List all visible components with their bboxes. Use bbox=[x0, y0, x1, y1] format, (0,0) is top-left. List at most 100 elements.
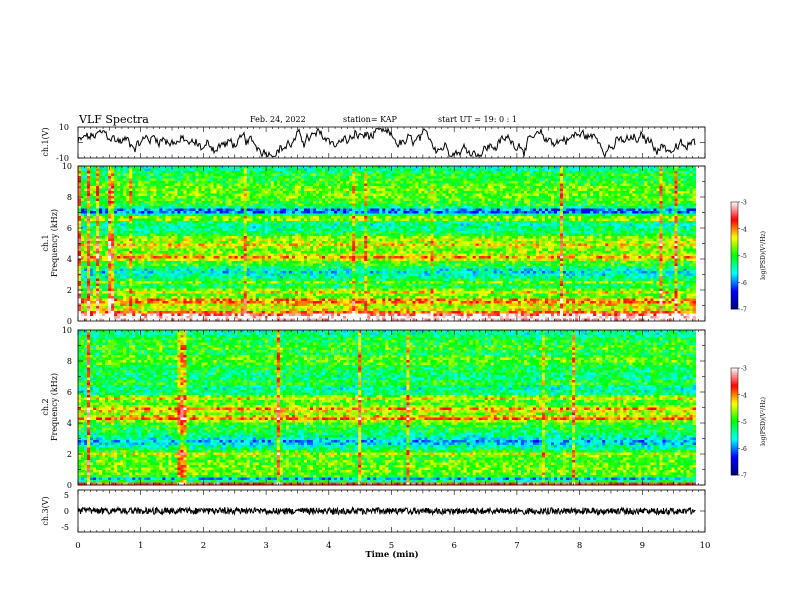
spectrogram-cell bbox=[512, 206, 515, 209]
spectrogram-cell bbox=[548, 216, 551, 219]
spectrogram-cell bbox=[126, 216, 129, 219]
spectrogram-cell bbox=[391, 211, 394, 214]
spectrogram-cell bbox=[349, 221, 352, 224]
spectrogram-cell bbox=[208, 186, 211, 189]
spectrogram-cell bbox=[638, 166, 641, 169]
spectrogram-cell bbox=[608, 199, 611, 202]
spectrogram-cell bbox=[527, 184, 530, 187]
spectrogram-cell bbox=[382, 216, 385, 219]
spectrogram-cell bbox=[292, 181, 295, 184]
spectrogram-cell bbox=[199, 174, 202, 177]
spectrogram-cell bbox=[693, 216, 696, 219]
spectrogram-cell bbox=[388, 206, 391, 209]
spectrogram-cell bbox=[641, 194, 644, 197]
spectrogram-cell bbox=[376, 176, 379, 179]
spectrogram-cell bbox=[400, 179, 403, 182]
spectrogram-cell bbox=[506, 176, 509, 179]
spectrogram-cell bbox=[551, 186, 554, 189]
spectrogram-cell bbox=[295, 169, 298, 172]
spectrogram-cell bbox=[159, 176, 162, 179]
spectrogram-cell bbox=[684, 191, 687, 194]
spectrogram-cell bbox=[150, 211, 153, 214]
spectrogram-cell bbox=[223, 206, 226, 209]
spectrogram-cell bbox=[427, 211, 430, 214]
spectrogram-cell bbox=[605, 169, 608, 172]
spectrogram-cell bbox=[238, 224, 241, 227]
spectrogram-cell bbox=[346, 214, 349, 217]
spectrogram-cell bbox=[334, 176, 337, 179]
spectrogram-cell bbox=[693, 211, 696, 214]
spectrogram-cell bbox=[617, 206, 620, 209]
spectrogram-cell bbox=[599, 221, 602, 224]
spectrogram-cell bbox=[684, 186, 687, 189]
spectrogram-cell bbox=[301, 206, 304, 209]
spectrogram-cell bbox=[458, 189, 461, 192]
spectrogram-cell bbox=[668, 199, 671, 202]
spectrogram-cell bbox=[626, 219, 629, 222]
spectrogram-cell bbox=[114, 199, 117, 202]
spectrogram-cell bbox=[174, 189, 177, 192]
spectrogram-cell bbox=[518, 184, 521, 187]
spectrogram-cell bbox=[406, 211, 409, 214]
spectrogram-cell bbox=[262, 221, 265, 224]
spectrogram-cell bbox=[202, 179, 205, 182]
spectrogram-cell bbox=[455, 179, 458, 182]
spectrogram-cell bbox=[406, 184, 409, 187]
spectrogram-cell bbox=[581, 184, 584, 187]
spectrogram-cell bbox=[268, 214, 271, 217]
spectrogram-cell bbox=[641, 189, 644, 192]
spectrogram-cell bbox=[415, 204, 418, 207]
spectrogram-cell bbox=[440, 189, 443, 192]
spectrogram-cell bbox=[114, 189, 117, 192]
spectrogram-cell bbox=[310, 179, 313, 182]
spectrogram-cell bbox=[551, 191, 554, 194]
spectrogram-cell bbox=[500, 199, 503, 202]
spectrogram-cell bbox=[427, 194, 430, 197]
spectrogram-cell bbox=[195, 176, 198, 179]
spectrogram-cell bbox=[223, 176, 226, 179]
spectrogram-cell bbox=[208, 181, 211, 184]
spectrogram-cell bbox=[587, 209, 590, 212]
spectrogram-cell bbox=[458, 194, 461, 197]
spectrogram-cell bbox=[307, 196, 310, 199]
spectrogram-cell bbox=[244, 166, 247, 169]
spectrogram-cell bbox=[105, 201, 108, 204]
spectrogram-cell bbox=[313, 216, 316, 219]
spectrogram-cell bbox=[162, 189, 165, 192]
spectrogram-cell bbox=[189, 186, 192, 189]
spectrogram-cell bbox=[135, 206, 138, 209]
spectrogram-cell bbox=[446, 189, 449, 192]
spectrogram-cell bbox=[93, 214, 96, 217]
spectrogram-cell bbox=[638, 206, 641, 209]
spectrogram-cell bbox=[90, 219, 93, 222]
spectrogram-cell bbox=[653, 196, 656, 199]
spectrogram-cell bbox=[391, 186, 394, 189]
spectrogram-cell bbox=[530, 174, 533, 177]
spectrogram-cell bbox=[165, 184, 168, 187]
spectrogram-cell bbox=[346, 181, 349, 184]
spectrogram-cell bbox=[662, 199, 665, 202]
spectrogram-cell bbox=[247, 211, 250, 214]
spectrogram-cell bbox=[235, 186, 238, 189]
spectrogram-cell bbox=[400, 189, 403, 192]
spectrogram-cell bbox=[340, 221, 343, 224]
spectrogram-cell bbox=[497, 194, 500, 197]
spectrogram-cell bbox=[174, 169, 177, 172]
spectrogram-cell bbox=[144, 186, 147, 189]
spectrogram-cell bbox=[427, 221, 430, 224]
spectrogram-cell bbox=[415, 179, 418, 182]
spectrogram-cell bbox=[542, 201, 545, 204]
spectrogram-cell bbox=[449, 221, 452, 224]
spectrogram-cell bbox=[671, 221, 674, 224]
spectrogram-cell bbox=[168, 184, 171, 187]
spectrogram-cell bbox=[358, 221, 361, 224]
spectrogram-cell bbox=[650, 206, 653, 209]
spectrogram-cell bbox=[177, 199, 180, 202]
spectrogram-cell bbox=[497, 211, 500, 214]
spectrogram-cell bbox=[542, 184, 545, 187]
spectrogram-cell bbox=[238, 166, 241, 169]
spectrogram-cell bbox=[346, 199, 349, 202]
spectrogram-cell bbox=[340, 214, 343, 217]
spectrogram-cell bbox=[223, 201, 226, 204]
spectrogram-cell bbox=[111, 196, 114, 199]
